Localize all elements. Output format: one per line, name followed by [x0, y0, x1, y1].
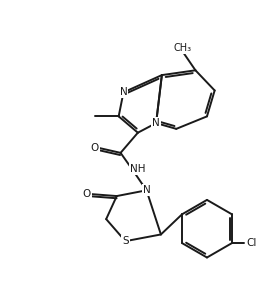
Text: N: N	[120, 87, 127, 97]
Text: O: O	[83, 189, 91, 199]
Text: Cl: Cl	[246, 238, 256, 248]
Text: O: O	[91, 143, 99, 153]
Text: N: N	[143, 185, 150, 195]
Text: N: N	[152, 118, 160, 128]
Text: NH: NH	[130, 164, 146, 174]
Text: S: S	[122, 236, 129, 246]
Text: CH₃: CH₃	[174, 43, 192, 53]
